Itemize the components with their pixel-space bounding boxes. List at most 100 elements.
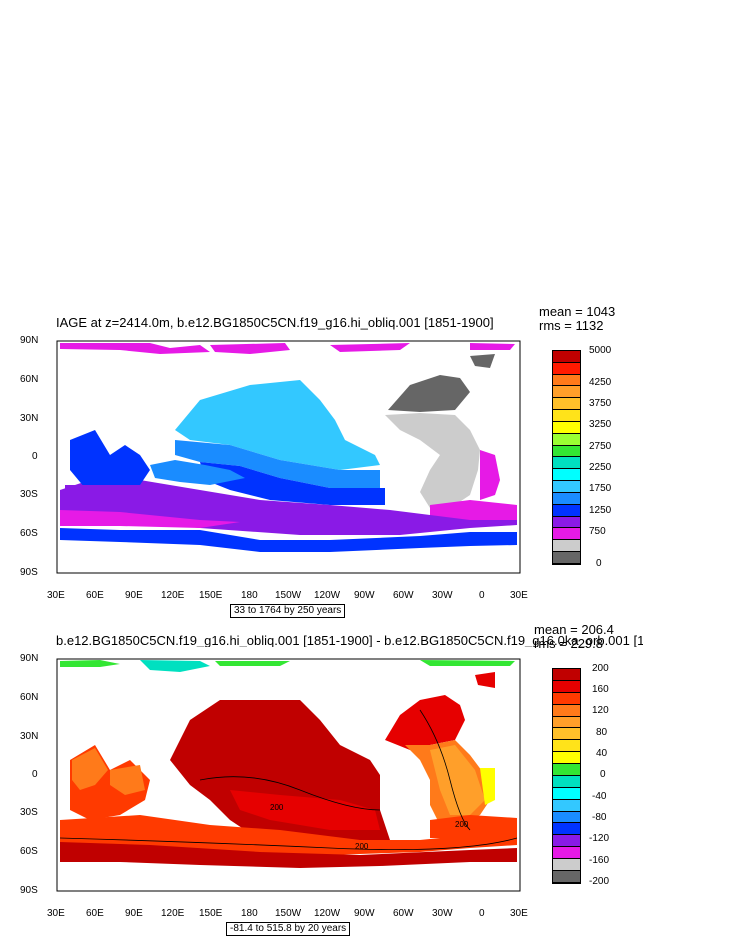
panel1-lat-label: 30S bbox=[20, 489, 38, 500]
colorbar-segment bbox=[553, 421, 580, 434]
panel2-range-note: -81.4 to 515.8 by 20 years bbox=[226, 922, 351, 936]
colorbar-segment bbox=[553, 787, 580, 800]
panel2-contour-label: 200 bbox=[455, 820, 469, 829]
panel1-southern-magenta bbox=[60, 510, 240, 528]
colorbar-segment bbox=[553, 481, 580, 493]
panel2-indian-orange bbox=[72, 748, 108, 790]
panel1-arctic-region bbox=[470, 343, 515, 350]
panel2-atlantic-core bbox=[430, 745, 485, 815]
colorbar-segment bbox=[553, 764, 580, 776]
panel1-colorbar-label: 750 bbox=[589, 526, 606, 537]
colorbar-segment bbox=[553, 492, 580, 505]
panel2-colorbar-label: -200 bbox=[589, 876, 610, 887]
panel2-colorbar-label: 160 bbox=[592, 684, 609, 695]
colorbar-segment bbox=[553, 716, 580, 729]
panel1-range-note: 33 to 1764 by 250 years bbox=[230, 604, 346, 618]
panel2-pacific-inner bbox=[230, 790, 380, 830]
panel2-contour-label: 200 bbox=[355, 842, 369, 851]
panel1-lat-label: 60S bbox=[20, 528, 38, 539]
panel1-arctic-gray bbox=[470, 354, 495, 368]
panel1-arctic-region bbox=[210, 343, 290, 354]
panel1-lon-label: 120W bbox=[314, 590, 341, 601]
panel2-rms: rms = 229.8 bbox=[534, 636, 604, 651]
panel2-arctic-region bbox=[215, 661, 290, 666]
panel1-colorbar-label: 3250 bbox=[589, 419, 612, 430]
panel2-lat-label: 90N bbox=[20, 653, 39, 664]
panel2-lon-label: 90W bbox=[354, 908, 375, 919]
colorbar-segment bbox=[553, 433, 580, 446]
colorbar-segment bbox=[553, 823, 580, 836]
panel1-antarctic-blue bbox=[60, 528, 517, 552]
panel1-colorbar bbox=[552, 350, 581, 565]
panel2-atlantic-south bbox=[430, 815, 517, 838]
panel2-colorbar-label: 40 bbox=[596, 748, 608, 759]
colorbar-segment bbox=[553, 504, 580, 517]
panel1-lon-label: 150E bbox=[199, 590, 223, 601]
panel1-lon-label: 30W bbox=[432, 590, 453, 601]
panel2-colorbar-label: 0 bbox=[600, 769, 606, 780]
panel2-contour-label: 200 bbox=[270, 803, 284, 812]
panel2-lon-label: 60W bbox=[393, 908, 414, 919]
panel1-lat-label: 90N bbox=[20, 335, 39, 346]
colorbar-segment bbox=[553, 870, 580, 883]
colorbar-segment bbox=[553, 351, 580, 363]
colorbar-segment bbox=[553, 374, 580, 387]
panel1-pacific-north bbox=[175, 380, 380, 470]
panel2-southern-ocean bbox=[60, 815, 517, 855]
panel2-colorbar-label: -160 bbox=[589, 855, 610, 866]
panel1-atlantic-south-magenta bbox=[430, 500, 517, 520]
panel1-lon-label: 120E bbox=[161, 590, 185, 601]
panel2-lat-label: 30S bbox=[20, 807, 38, 818]
colorbar-segment bbox=[553, 386, 580, 399]
panel2-lon-label: 150E bbox=[199, 908, 223, 919]
panel2-title: b.e12.BG1850C5CN.f19_g16.hi_obliq.001 [1… bbox=[56, 634, 643, 647]
colorbar-segment bbox=[553, 457, 580, 470]
panel2-contour bbox=[199, 776, 381, 811]
panel1-lon-label: 180 bbox=[241, 590, 258, 601]
colorbar-segment bbox=[553, 445, 580, 458]
colorbar-segment bbox=[553, 859, 580, 871]
panel2-arctic-red bbox=[475, 672, 495, 688]
panel2-arctic-region bbox=[420, 660, 515, 666]
panel1-colorbar-label: 3750 bbox=[589, 398, 612, 409]
panel1-colorbar-label: 1750 bbox=[589, 483, 612, 494]
panel1-colorbar-label: 4250 bbox=[589, 377, 612, 388]
panel1-arctic-region bbox=[60, 343, 210, 354]
panel2-colorbar bbox=[552, 668, 581, 884]
panel1-colorbar-label: 1250 bbox=[589, 505, 612, 516]
colorbar-segment bbox=[553, 516, 580, 529]
panel2-lat-label: 90S bbox=[20, 885, 38, 896]
panel2-lat-label: 30N bbox=[20, 731, 39, 742]
panel1-lon-label: 0 bbox=[479, 590, 485, 601]
panel2-lat-label: 0 bbox=[32, 769, 38, 780]
panel2-indian-orange bbox=[110, 765, 145, 795]
panel2-colorbar-label: 200 bbox=[592, 663, 609, 674]
panel1-lon-label: 90W bbox=[354, 590, 375, 601]
panel2-lon-label: 0 bbox=[479, 908, 485, 919]
colorbar-segment bbox=[553, 528, 580, 541]
panel1-lon-label: 30E bbox=[510, 590, 528, 601]
panel1-pacific-mid bbox=[175, 440, 380, 488]
colorbar-segment bbox=[553, 799, 580, 812]
panel1-colorbar-label: 2750 bbox=[589, 441, 612, 452]
panel1-title: IAGE at z=2414.0m, b.e12.BG1850C5CN.f19_… bbox=[56, 315, 494, 330]
panel1-lon-label: 30E bbox=[47, 590, 65, 601]
panel2-contour bbox=[59, 837, 518, 851]
panel2-mean: mean = 206.4 bbox=[534, 622, 614, 637]
colorbar-segment bbox=[553, 740, 580, 753]
colorbar-segment bbox=[553, 728, 580, 741]
colorbar-segment bbox=[553, 669, 580, 681]
panel1-lat-label: 90S bbox=[20, 567, 38, 578]
panel2-arctic-region bbox=[60, 660, 120, 667]
panel2-arctic-region bbox=[140, 660, 210, 672]
colorbar-segment bbox=[553, 692, 580, 705]
panel1-lon-label: 60W bbox=[393, 590, 414, 601]
panel1-mean: mean = 1043 bbox=[539, 304, 616, 319]
panel2-colorbar-label: -120 bbox=[589, 833, 610, 844]
panel1-colorbar-label: 0 bbox=[596, 558, 602, 569]
panel1-rms: rms = 1132 bbox=[539, 318, 604, 333]
panel2-lon-label: 90E bbox=[125, 908, 143, 919]
panel2-lon-label: 180 bbox=[241, 908, 258, 919]
colorbar-segment bbox=[553, 752, 580, 764]
